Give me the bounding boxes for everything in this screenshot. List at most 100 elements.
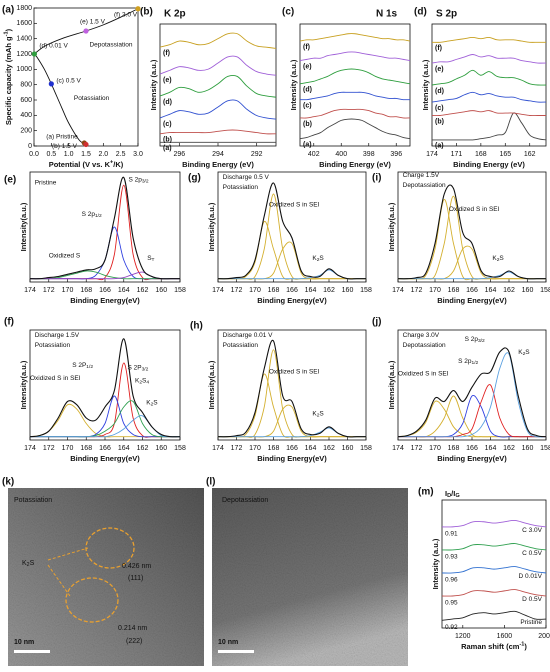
- annotation: S 2p3/2: [465, 336, 485, 345]
- curve: [432, 112, 547, 141]
- curve: [431, 36, 546, 43]
- curve: [431, 91, 547, 103]
- y-tick-label: 1800: [16, 5, 32, 12]
- x-tick-label: 158: [540, 287, 550, 294]
- annotation: K2S: [492, 255, 504, 264]
- x-tick-label: 158: [174, 445, 186, 452]
- x-tick-label: 174: [212, 287, 224, 294]
- panel-title: S 2p: [436, 9, 457, 20]
- x-axis-label: Raman shift (cm-1): [461, 642, 527, 651]
- text-part: S: [499, 255, 504, 262]
- curve-name: (f): [303, 44, 310, 51]
- x-tick-label: 171: [451, 151, 463, 158]
- text-part: +: [110, 160, 114, 166]
- curve: [299, 118, 411, 140]
- curve-name: Pristine: [520, 619, 542, 626]
- y-axis-label: Intensity (a.u.): [289, 59, 298, 110]
- annotation: Potassiation: [35, 342, 71, 349]
- annotation: Discharge 1.5V: [35, 332, 80, 339]
- y-tick-label: 1000: [16, 66, 32, 73]
- tem-k: [8, 488, 204, 666]
- curve: [217, 373, 366, 438]
- curve-name: (b): [163, 137, 172, 144]
- x-tick-label: 1200: [455, 633, 471, 640]
- image-title: Potassiation: [14, 497, 52, 504]
- curve-name: (c): [163, 121, 172, 128]
- curve-name: (b): [435, 118, 444, 125]
- annotation: Discharge 0.01 V: [223, 332, 274, 339]
- image-annotation: 0.426 nm: [122, 563, 151, 570]
- text-part: K: [312, 255, 317, 262]
- x-tick-label: 402: [308, 151, 320, 158]
- x-tick-label: 396: [390, 151, 402, 158]
- x-axis-label: Binding Energy(eV): [437, 296, 507, 305]
- annotation: Potassiation: [223, 184, 259, 191]
- x-tick-label: 0.0: [29, 151, 39, 158]
- text-part: 2: [27, 562, 30, 568]
- x-tick-label: 164: [118, 287, 130, 294]
- curve-name: C 3.0V: [522, 527, 543, 534]
- text-part: K: [146, 399, 151, 406]
- x-tick-label: 164: [305, 287, 317, 294]
- x-axis-label: Binding Energy(eV): [437, 454, 507, 463]
- x-tick-label: 166: [466, 445, 478, 452]
- curve-name: (f): [435, 45, 442, 52]
- x-tick-label: 162: [503, 287, 515, 294]
- x-tick-label: 158: [540, 445, 550, 452]
- x-tick-label: 162: [323, 445, 335, 452]
- text-part: I: [445, 489, 447, 498]
- curve-name: (d): [435, 88, 444, 95]
- text-part: S 2P: [128, 364, 142, 371]
- x-tick-label: 168: [268, 445, 280, 452]
- state-point: [83, 141, 89, 148]
- ratio-value: 0.96: [445, 577, 458, 584]
- x-tick-label: 174: [212, 445, 224, 452]
- curve-name: (b): [303, 121, 312, 128]
- annotation: Depotassiation: [403, 342, 446, 349]
- x-axis-label: Binding Energy (eV): [319, 160, 391, 169]
- curve: [217, 349, 366, 438]
- ratio-value: 0.92: [445, 624, 458, 631]
- text-part: -1: [4, 31, 10, 36]
- ratio-value: 0.91: [445, 531, 458, 538]
- y-axis-label: Intensity (a.u.): [431, 538, 440, 589]
- pointer: [47, 547, 89, 561]
- curve: [29, 184, 180, 281]
- x-tick-label: 160: [522, 287, 534, 294]
- x-tick-label: 162: [137, 445, 149, 452]
- curve: [29, 176, 180, 280]
- annotation: Depotassiation: [403, 182, 446, 189]
- x-axis-label: Binding Energy(eV): [257, 454, 327, 463]
- curve: [397, 245, 546, 280]
- text-part: 2: [523, 351, 526, 357]
- curve-name: D 0.5V: [522, 596, 543, 603]
- curve: [159, 129, 277, 135]
- y-tick-label: 1400: [16, 36, 32, 43]
- state-point: [48, 81, 54, 87]
- text-part: 2: [151, 402, 154, 408]
- x-axis-label: Binding Energy(eV): [70, 454, 140, 463]
- curve-name: (e): [303, 63, 312, 70]
- text-part: K: [22, 560, 27, 567]
- x-tick-label: 168: [475, 151, 487, 158]
- text-part: K: [492, 255, 497, 262]
- annotation: S 2P1/2: [72, 362, 93, 371]
- x-axis-label: Binding Energy(eV): [257, 296, 327, 305]
- curve: [299, 51, 411, 62]
- x-axis-label: Potential (V vs. K+/K): [49, 160, 124, 169]
- text-part: S: [153, 399, 158, 406]
- text-part: Raman shift (cm: [461, 642, 520, 651]
- x-tick-label: 172: [43, 445, 55, 452]
- text-part: S 2p: [458, 358, 472, 365]
- annotation: Potassiation: [223, 342, 259, 349]
- x-tick-label: 1600: [497, 633, 513, 640]
- curve: [441, 589, 547, 597]
- curve: [217, 404, 366, 438]
- curve: [441, 566, 547, 574]
- point-label: (f) 3.0 V: [114, 11, 138, 18]
- panel-label: (k): [2, 477, 14, 488]
- curve-name: (c): [303, 102, 312, 109]
- panel-label: (f): [4, 317, 14, 328]
- text-part: ): [4, 28, 13, 31]
- x-tick-label: 292: [251, 151, 263, 158]
